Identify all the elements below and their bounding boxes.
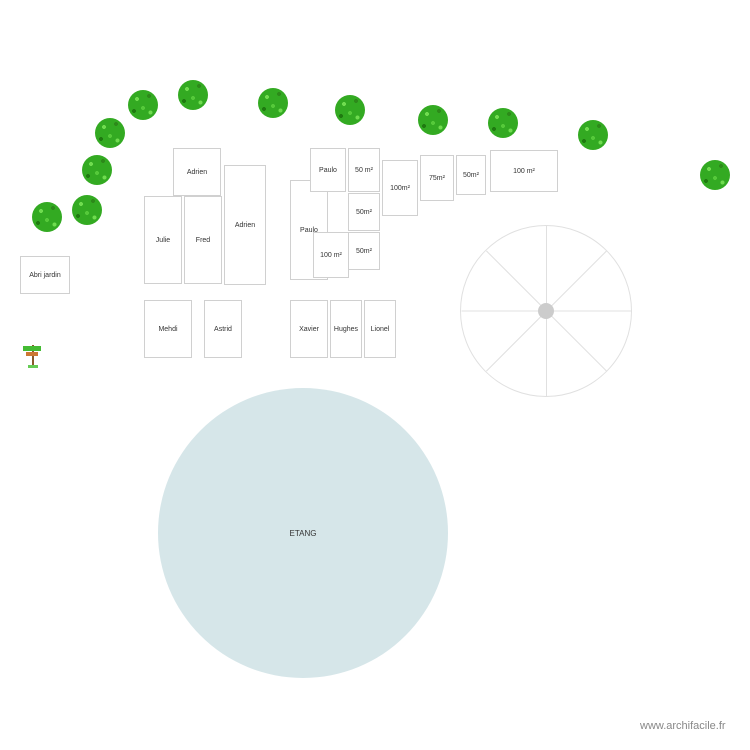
tree-icon (82, 155, 112, 185)
plot-box: 75m² (420, 155, 454, 201)
circular-structure (460, 225, 632, 397)
plot-box: 100 m² (313, 232, 349, 278)
tree-icon (488, 108, 518, 138)
plot-box: 50m² (348, 232, 380, 270)
tree-icon (128, 90, 158, 120)
tree-icon (578, 120, 608, 150)
watermark-link[interactable]: www.archifacile.fr (640, 720, 726, 732)
plot-box: Lionel (364, 300, 396, 358)
plot-box: 100m² (382, 160, 418, 216)
plot-box: 50 m² (348, 148, 380, 192)
tree-icon (32, 202, 62, 232)
plot-box: Julie (144, 196, 182, 284)
plot-box: Xavier (290, 300, 328, 358)
plot-box: Adrien (224, 165, 266, 285)
tree-icon (72, 195, 102, 225)
plot-box: Hughes (330, 300, 362, 358)
tree-icon (700, 160, 730, 190)
pond: ETANG (158, 388, 448, 678)
plot-box: Mehdi (144, 300, 192, 358)
plot-box: Fred (184, 196, 222, 284)
plot-box: 50m² (348, 193, 380, 231)
tree-icon (95, 118, 125, 148)
plot-box: Adrien (173, 148, 221, 196)
plot-box: Astrid (204, 300, 242, 358)
tree-icon (418, 105, 448, 135)
tree-icon (335, 95, 365, 125)
hub (538, 303, 554, 319)
plot-box: Abri jardin (20, 256, 70, 294)
tree-icon (178, 80, 208, 110)
plot-box: 100 m² (490, 150, 558, 192)
plot-box: Paulo (310, 148, 346, 192)
tree-icon (258, 88, 288, 118)
plot-box: 50m² (456, 155, 486, 195)
signpost-icon (20, 340, 48, 375)
